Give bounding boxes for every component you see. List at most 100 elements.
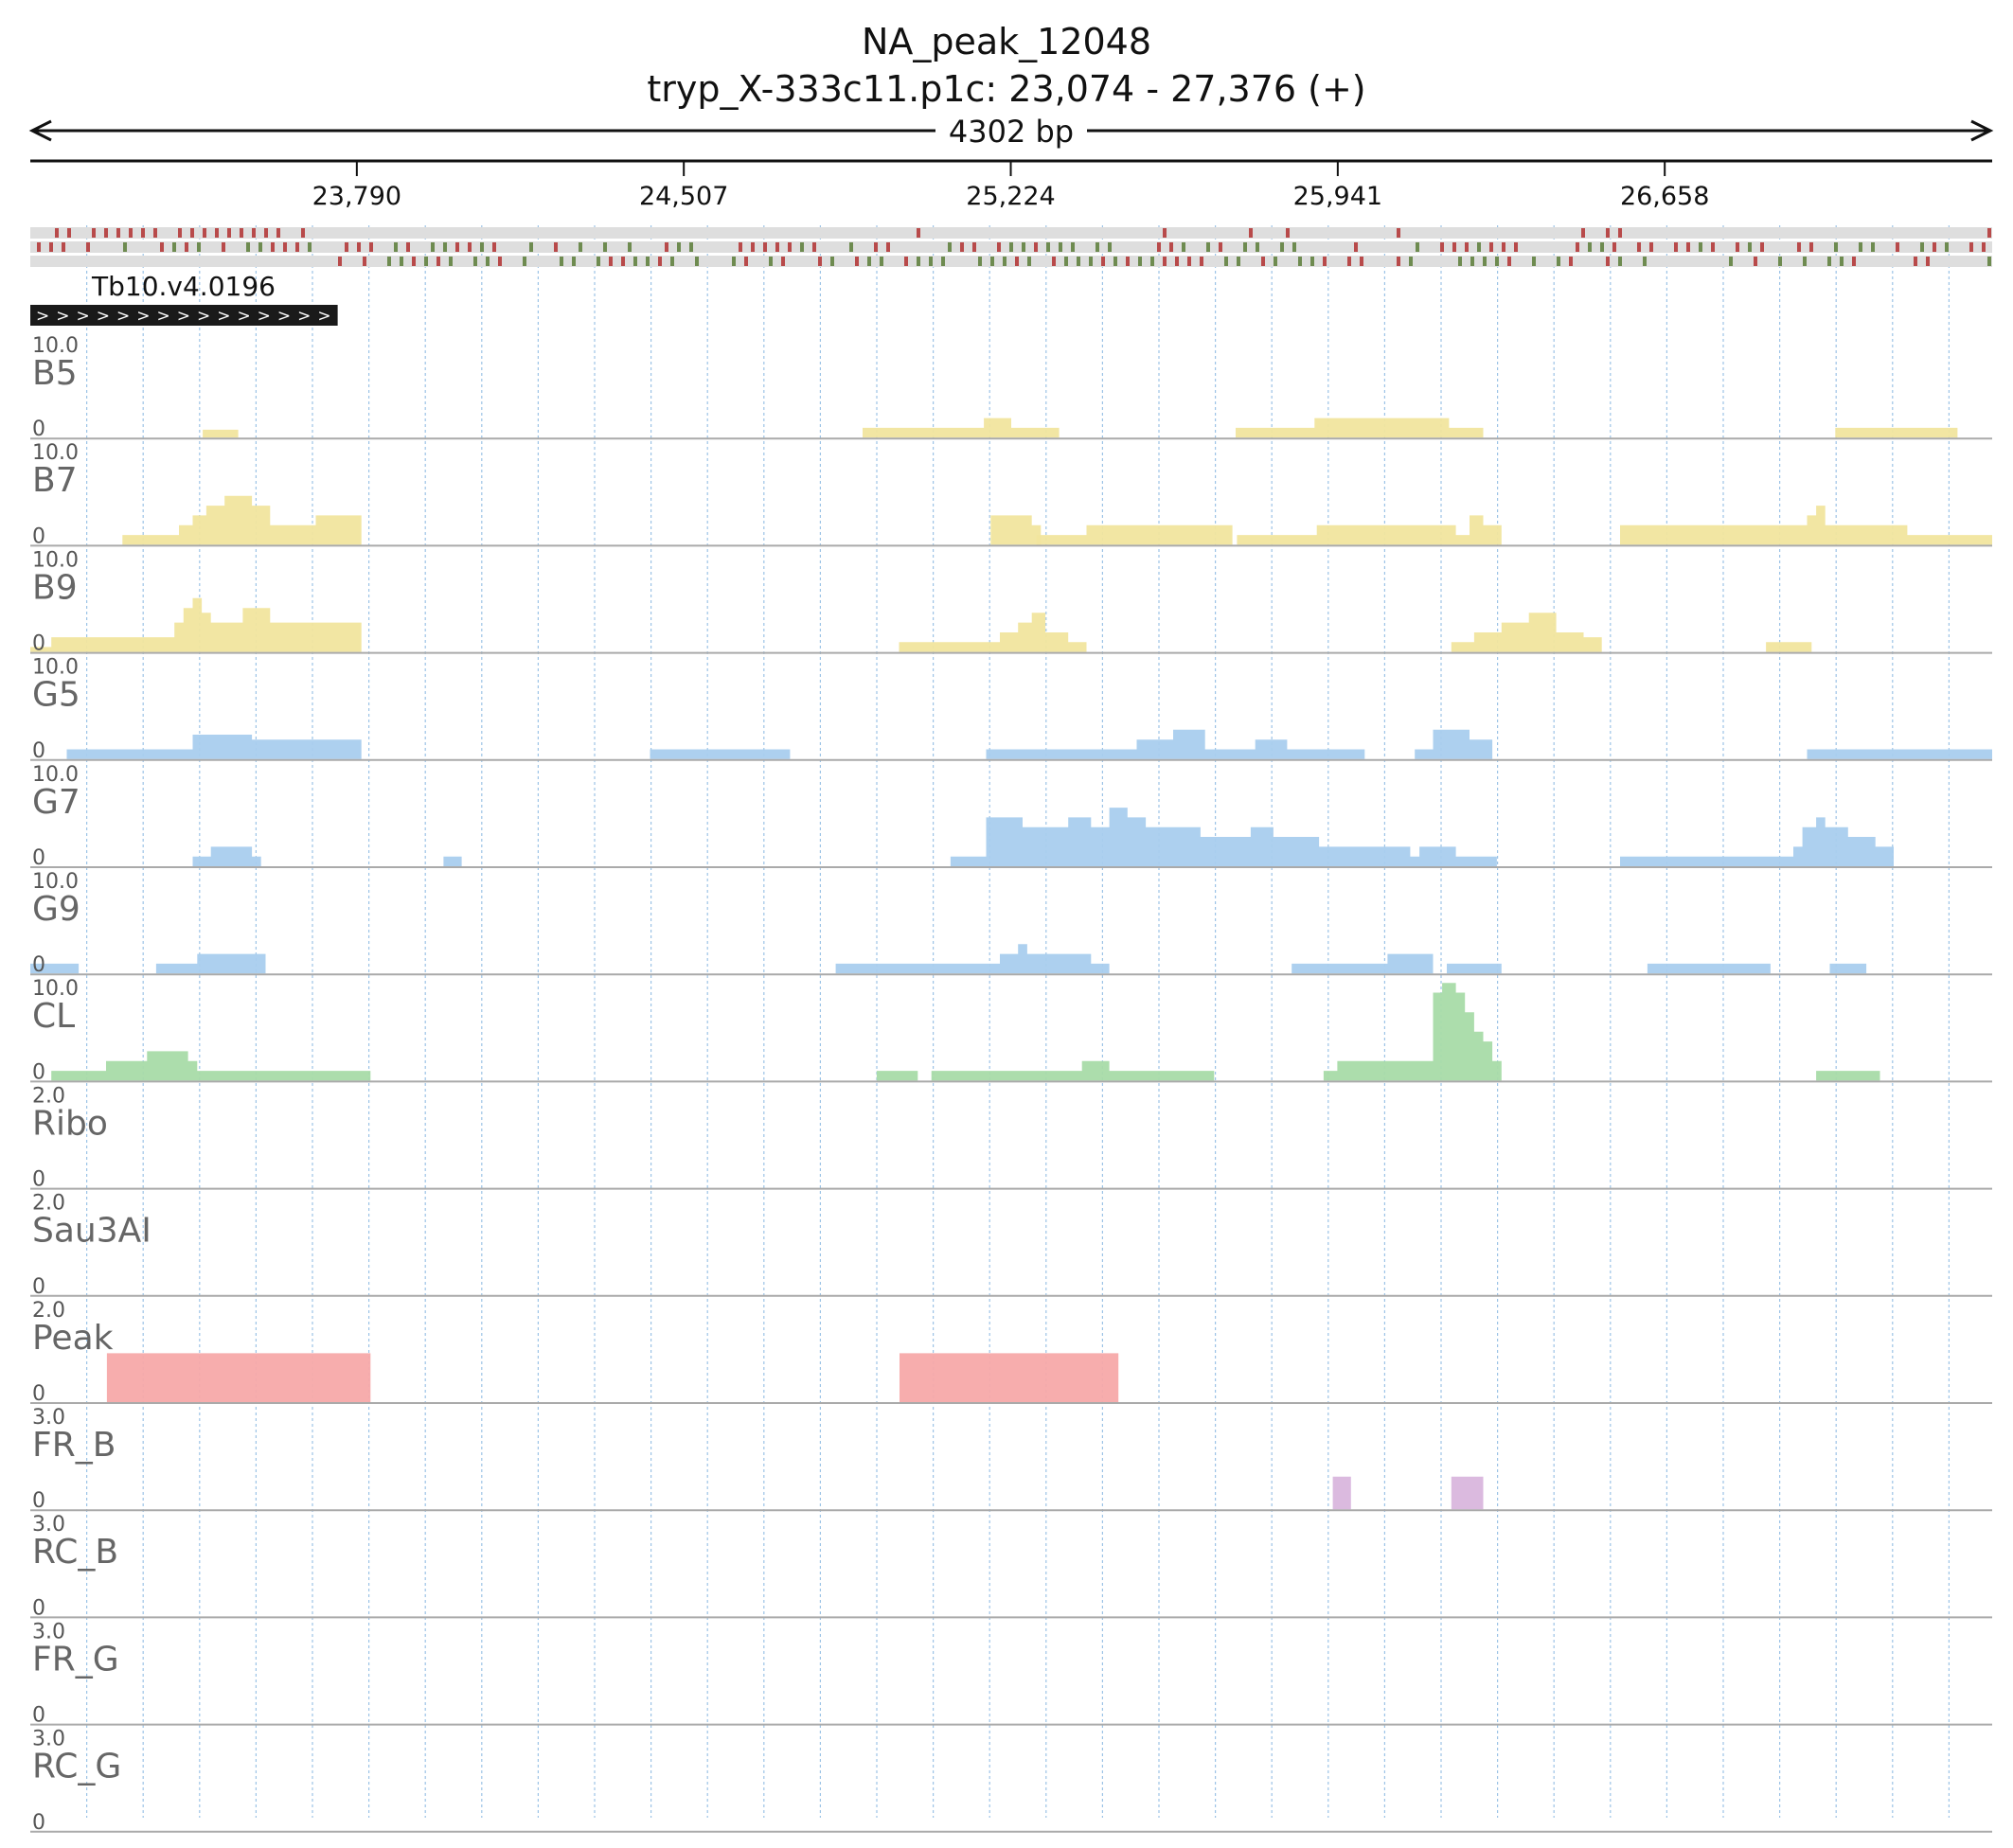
codon-mark — [1699, 242, 1702, 252]
track-name: CL — [32, 997, 75, 1036]
codon-mark — [1871, 242, 1875, 252]
codon-mark — [1495, 257, 1499, 266]
codon-mark — [486, 257, 490, 266]
codon-mark — [1809, 242, 1813, 252]
track-ymax-label: 3.0 — [32, 1513, 65, 1537]
codon-mark — [1175, 257, 1179, 266]
codon-mark — [1969, 242, 1973, 252]
codon-mark — [1440, 242, 1444, 252]
codon-mark — [929, 257, 933, 266]
coverage-area — [1647, 963, 1771, 974]
codon-mark — [443, 242, 447, 252]
track-ymax-label: 10.0 — [32, 870, 79, 894]
codon-mark — [1249, 228, 1253, 238]
track-name: FR_G — [32, 1640, 119, 1679]
coverage-area — [1447, 963, 1502, 974]
codon-mark — [1606, 257, 1610, 266]
codon-mark — [1987, 228, 1991, 238]
track-ymin-label: 0 — [32, 1275, 45, 1299]
codon-mark — [917, 228, 920, 238]
codon-mark — [1397, 257, 1400, 266]
coverage-area — [1451, 1476, 1484, 1510]
coverage-area — [990, 515, 1042, 545]
coverage-area — [1766, 642, 1812, 652]
codon-mark — [1126, 257, 1130, 266]
coverage-area — [30, 597, 362, 652]
ruler: 23,790 24,507 25,224 25,941 26,658 — [30, 159, 1992, 211]
codon-mark — [1686, 242, 1690, 252]
codon-mark — [1643, 257, 1647, 266]
codon-strip-bg — [30, 256, 1992, 267]
track-ymin-label: 0 — [32, 1596, 45, 1620]
codon-mark — [1914, 257, 1917, 266]
coverage-area — [950, 808, 1497, 866]
track-g7: 10.0G7 0 — [30, 763, 1992, 870]
codon-mark — [37, 242, 41, 252]
codon-mark — [1514, 242, 1518, 252]
codon-mark — [1852, 257, 1856, 266]
track-b7: 10.0B7 0 — [30, 441, 1992, 548]
codon-mark — [1507, 257, 1511, 266]
codon-mark — [1108, 242, 1112, 252]
codon-mark — [197, 242, 201, 252]
codon-mark — [400, 257, 403, 266]
gene-name: Tb10.v4.0196 — [91, 271, 276, 302]
codon-mark — [1113, 257, 1117, 266]
codon-mark — [628, 242, 632, 252]
codon-mark — [1261, 257, 1265, 266]
vertical-grid — [85, 225, 1950, 1818]
codon-mark — [579, 242, 582, 252]
track-ymin-label: 0 — [32, 953, 45, 977]
codon-mark — [1933, 242, 1936, 252]
codon-mark — [1502, 242, 1505, 252]
codon-mark — [1138, 257, 1142, 266]
codon-mark — [172, 242, 176, 252]
coverage-area — [1332, 1476, 1351, 1510]
track-fr-b: 3.0FR_B 0 — [30, 1406, 1992, 1513]
coverage-area — [650, 749, 791, 759]
codon-mark — [621, 257, 625, 266]
track-ymin-label: 0 — [32, 1489, 45, 1513]
coverage-area — [1323, 983, 1502, 1081]
codon-mark — [1096, 242, 1099, 252]
codon-mark — [1649, 242, 1653, 252]
codon-mark — [633, 257, 637, 266]
track-ymax-label: 3.0 — [32, 1620, 65, 1644]
span-arrow-left-head — [28, 119, 52, 142]
codon-mark — [990, 257, 994, 266]
codon-mark — [1827, 257, 1831, 266]
codon-mark — [867, 257, 871, 266]
codon-mark — [788, 242, 792, 252]
codon-mark — [271, 242, 275, 252]
codon-mark — [658, 257, 662, 266]
coverage-area — [66, 735, 362, 759]
codon-mark — [775, 242, 779, 252]
coverage-area — [106, 1353, 371, 1402]
codon-mark — [116, 228, 120, 238]
codon-mark — [1581, 228, 1585, 238]
codon-mark — [689, 242, 693, 252]
track-name: Sau3AI — [32, 1212, 151, 1251]
codon-mark — [412, 257, 416, 266]
codon-mark — [185, 242, 188, 252]
codon-mark — [603, 242, 607, 252]
coverage-area — [1292, 953, 1434, 974]
codon-mark — [1206, 242, 1210, 252]
track-ymin-label: 0 — [32, 1704, 45, 1728]
codon-mark — [609, 257, 613, 266]
codon-mark — [92, 228, 96, 238]
codon-mark — [498, 257, 502, 266]
codon-mark — [1896, 242, 1899, 252]
coverage-area — [1807, 749, 1992, 759]
track-ymax-label: 2.0 — [32, 1084, 65, 1108]
codon-mark — [301, 228, 305, 238]
codon-mark — [283, 242, 287, 252]
codon-mark — [1477, 242, 1481, 252]
codon-mark — [1465, 242, 1469, 252]
codon-mark — [1354, 242, 1358, 252]
track-name: RC_G — [32, 1748, 121, 1786]
codon-mark — [874, 242, 878, 252]
